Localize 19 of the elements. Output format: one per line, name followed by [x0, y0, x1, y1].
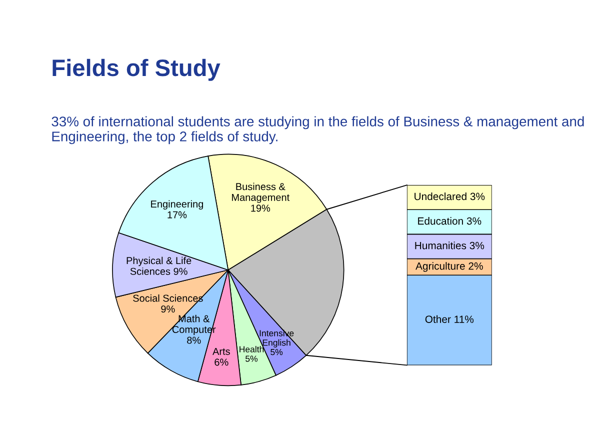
data-label: Agriculture 2% — [416, 262, 483, 272]
data-label: 19% — [251, 204, 270, 212]
data-label: 17% — [168, 211, 187, 218]
slice-label: Engineering — [151, 200, 204, 210]
chart-title: Fields of Study — [52, 58, 220, 81]
data-label: 6% — [214, 358, 228, 366]
data-label: Education 3% — [418, 217, 482, 225]
data-label: Undeclared 3% — [414, 192, 485, 200]
data-label: Other 11% — [425, 315, 474, 323]
chart-subtitle: 33% of international students are studying in the fields of Business & management and Engineering, the top 2 fields of study. — [52, 116, 584, 144]
slice-label: Business & Management — [232, 182, 290, 203]
data-label: 8% — [187, 336, 201, 344]
slice-label: Physical & Life Sciences 9% — [126, 256, 192, 275]
data-label: 5% — [270, 349, 283, 356]
data-label: 5% — [246, 356, 258, 362]
slice-label: Arts — [212, 348, 230, 355]
data-label: Humanities 3% — [415, 242, 484, 250]
slice-label: Health — [240, 346, 264, 352]
data-label: 9% — [161, 305, 175, 313]
